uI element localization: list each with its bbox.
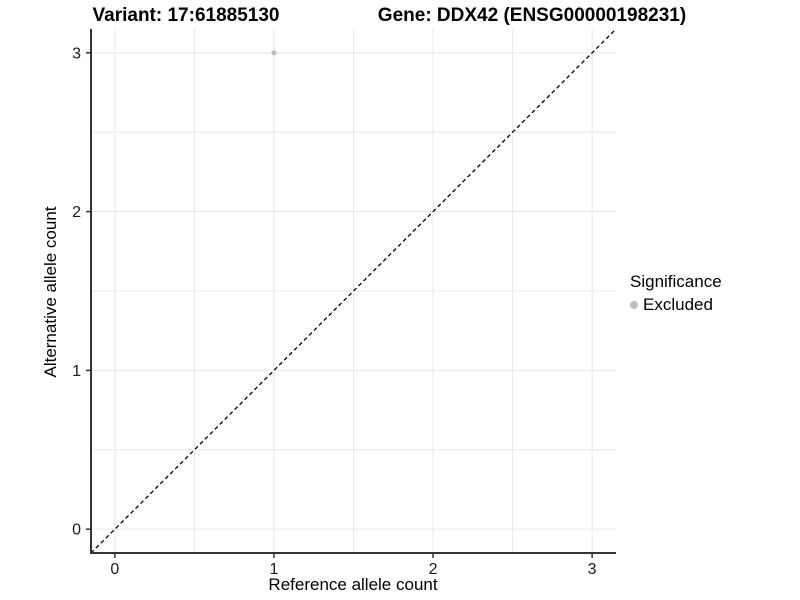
x-tick-label: 0 bbox=[110, 561, 119, 578]
y-tick-label: 1 bbox=[72, 363, 81, 380]
x-tick-label: 2 bbox=[429, 561, 438, 578]
gene-title: Gene: DDX42 (ENSG00000198231) bbox=[377, 5, 687, 26]
data-point-excluded bbox=[271, 50, 277, 56]
variant-title: Variant: 17:61885130 bbox=[92, 5, 280, 26]
y-tick-label: 3 bbox=[72, 45, 81, 62]
legend: Significance Excluded bbox=[630, 272, 722, 315]
y-tick-label: 2 bbox=[72, 204, 81, 221]
y-axis-title: Alternative allele count bbox=[41, 206, 60, 378]
excluded-marker-icon bbox=[630, 301, 638, 309]
identity-reference-line bbox=[90, 28, 617, 554]
x-tick-label: 3 bbox=[588, 561, 597, 578]
legend-item-label: Excluded bbox=[643, 295, 713, 314]
legend-title: Significance bbox=[630, 272, 722, 291]
legend-item-excluded: Excluded bbox=[630, 295, 722, 315]
y-tick-label: 0 bbox=[72, 522, 81, 539]
x-tick-label: 1 bbox=[270, 561, 279, 578]
x-axis-title: Reference allele count bbox=[268, 575, 438, 594]
